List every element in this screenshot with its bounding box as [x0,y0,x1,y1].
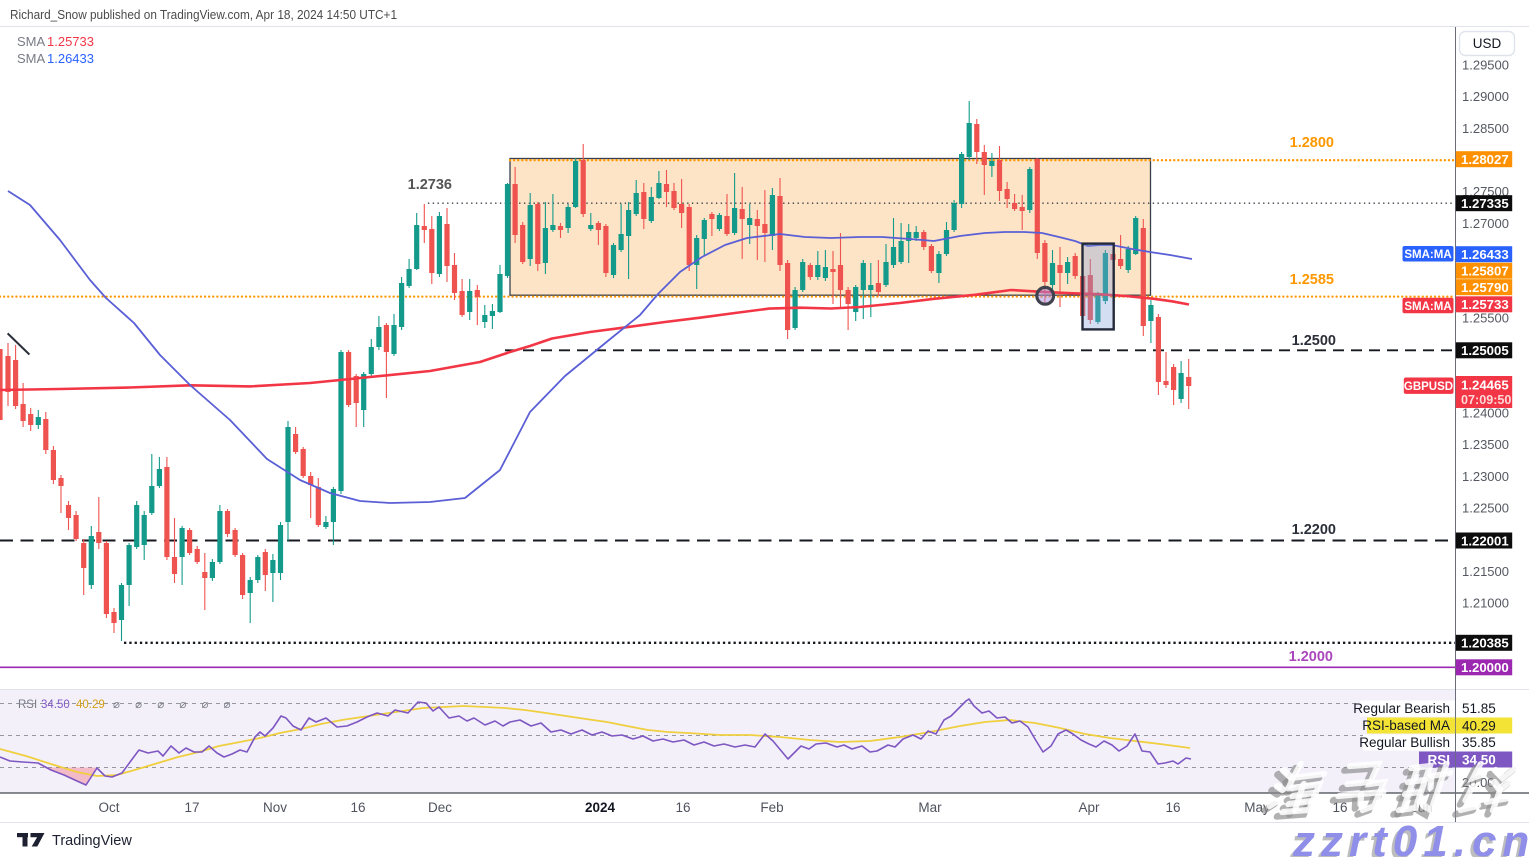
svg-text:Dec: Dec [428,800,452,815]
svg-text:Mar: Mar [918,800,942,815]
svg-text:Apr: Apr [1078,800,1100,815]
svg-text:GBPUSD: GBPUSD [1404,381,1453,393]
svg-text:⌀ ⌀ ⌀ ⌀ ⌀ ⌀: ⌀ ⌀ ⌀ ⌀ ⌀ ⌀ [113,699,237,711]
svg-text:1.21000: 1.21000 [1462,595,1509,610]
svg-text:Oct: Oct [98,800,119,815]
svg-text:1.2585: 1.2585 [1290,272,1334,288]
svg-text:07:09:50: 07:09:50 [1461,393,1511,407]
svg-text:1.24000: 1.24000 [1462,406,1509,421]
svg-text:1.22500: 1.22500 [1462,500,1509,515]
svg-text:1.25733: 1.25733 [1461,297,1509,312]
svg-text:40.29: 40.29 [76,699,105,711]
svg-text:1.25733: 1.25733 [47,34,94,49]
svg-text:51.85: 51.85 [1462,701,1496,716]
svg-text:1.2800: 1.2800 [1290,135,1334,151]
svg-text:2024: 2024 [585,800,616,815]
svg-text:zzrt01.cn: zzrt01.cn [1292,817,1529,857]
svg-text:1.25500: 1.25500 [1462,311,1509,326]
svg-text:USD: USD [1473,36,1502,51]
svg-text:Regular Bullish: Regular Bullish [1359,735,1450,750]
svg-text:16: 16 [1165,800,1180,815]
svg-text:35.85: 35.85 [1462,735,1496,750]
svg-text:1.2500: 1.2500 [1292,333,1336,349]
svg-text:Nov: Nov [263,800,287,815]
svg-text:1.26433: 1.26433 [47,51,94,66]
svg-text:RSI: RSI [18,699,37,711]
svg-text:1.2200: 1.2200 [1292,522,1336,538]
svg-text:34.50: 34.50 [41,699,70,711]
svg-text:SMA:MA: SMA:MA [1404,249,1451,261]
svg-text:1.25790: 1.25790 [1461,280,1509,295]
svg-text:17: 17 [184,800,199,815]
svg-text:1.2736: 1.2736 [408,177,452,193]
svg-text:Regular Bearish: Regular Bearish [1353,701,1450,716]
svg-text:1.29500: 1.29500 [1462,57,1509,72]
svg-text:1.20000: 1.20000 [1461,660,1509,675]
svg-text:Feb: Feb [760,800,783,815]
svg-text:SMA: SMA [17,34,46,49]
svg-text:TradingView: TradingView [52,833,132,849]
svg-text:RSI-based MA: RSI-based MA [1362,718,1450,733]
svg-text:40.29: 40.29 [1462,719,1496,734]
svg-text:SMA:MA: SMA:MA [1404,301,1451,313]
svg-text:16: 16 [675,800,690,815]
svg-text:zzrt01.cn: zzrt01.cn [1289,820,1529,857]
svg-text:1.24465: 1.24465 [1461,378,1509,393]
svg-text:34.50: 34.50 [1462,753,1496,768]
svg-text:1.28500: 1.28500 [1462,121,1509,136]
svg-text:SMA: SMA [17,51,46,66]
svg-text:1.28027: 1.28027 [1461,152,1509,167]
svg-text:1.27335: 1.27335 [1461,196,1509,211]
svg-text:16: 16 [350,800,365,815]
svg-text:1.20385: 1.20385 [1461,636,1509,651]
svg-text:Richard_Snow published on Trad: Richard_Snow published on TradingView.co… [10,7,397,22]
svg-text:1.2000: 1.2000 [1289,649,1333,665]
svg-text:1.23500: 1.23500 [1462,437,1509,452]
svg-text:1.23000: 1.23000 [1462,469,1509,484]
svg-text:1.26433: 1.26433 [1461,247,1509,262]
svg-text:1.22001: 1.22001 [1461,533,1509,548]
svg-text:1.29000: 1.29000 [1462,89,1509,104]
svg-text:1.21500: 1.21500 [1462,564,1509,579]
svg-text:1.25005: 1.25005 [1461,343,1509,358]
svg-text:1.27000: 1.27000 [1462,216,1509,231]
svg-text:1.25807: 1.25807 [1461,264,1509,279]
svg-text:16: 16 [1332,800,1347,815]
